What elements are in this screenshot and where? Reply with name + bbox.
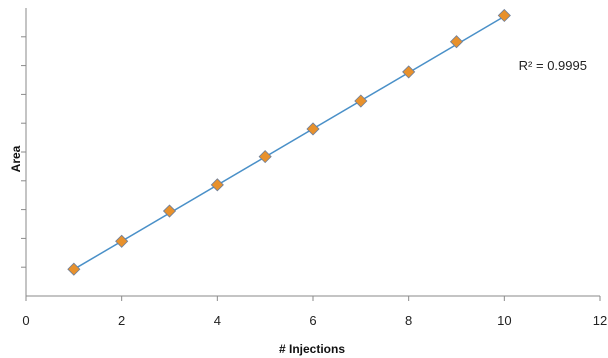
x-tick-label: 6 bbox=[309, 313, 316, 328]
data-point bbox=[402, 65, 416, 79]
x-tick-label: 2 bbox=[118, 313, 125, 328]
y-axis-ticks bbox=[21, 36, 26, 268]
x-tick-label: 4 bbox=[214, 313, 221, 328]
data-point bbox=[449, 35, 464, 49]
data-point bbox=[306, 122, 320, 136]
r-squared-annotation: R² = 0.9995 bbox=[519, 58, 587, 73]
x-tick-label: 8 bbox=[405, 313, 412, 328]
x-tick-label: 0 bbox=[22, 313, 29, 328]
x-axis-ticks: 0 2 4 6 8 10 12 bbox=[22, 296, 607, 328]
y-axis-title: Area bbox=[9, 145, 23, 172]
data-point bbox=[497, 8, 511, 23]
data-point bbox=[210, 178, 224, 192]
data-point bbox=[67, 262, 81, 276]
data-point bbox=[354, 94, 368, 108]
data-point bbox=[258, 150, 272, 164]
linear-trendline bbox=[73, 15, 505, 270]
trendline-group bbox=[73, 15, 505, 270]
x-axis-title: # Injections bbox=[279, 342, 345, 356]
x-tick-label: 10 bbox=[497, 313, 511, 328]
data-point bbox=[115, 234, 129, 248]
data-points bbox=[67, 8, 511, 276]
x-tick-label: 12 bbox=[593, 313, 607, 328]
data-point bbox=[162, 204, 177, 218]
